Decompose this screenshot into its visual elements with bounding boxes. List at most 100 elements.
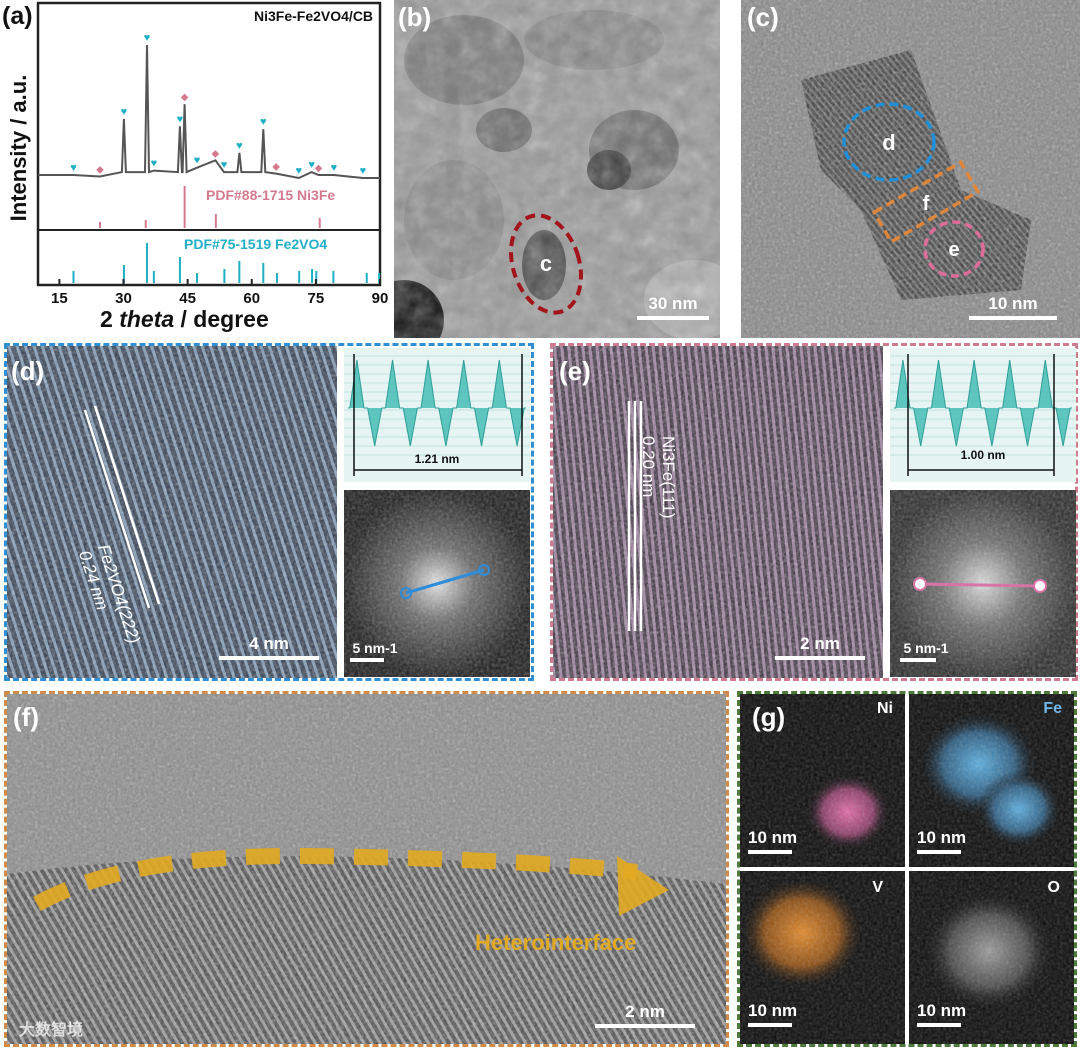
- panel-f-scale-bar: [595, 1024, 695, 1028]
- map-ni-element: Ni: [877, 700, 893, 717]
- panel-a-xrd-chart: ♥ ♥ ♥ ♥ ♥ ♥ ♥ ♥ ♥ ♥ ♥ ♥ ♥ ◆ ◆ ◆ ◆ ◆ 15 30 45 60 75 90 (a) Ni3F…: [0, 0, 388, 338]
- xrd-plot-frame: [36, 1, 382, 287]
- map-fe-element: Fe: [1043, 700, 1062, 717]
- profile-e-measure: 1.00 nm: [890, 448, 1076, 462]
- panel-d-profile: 1.21 nm: [344, 348, 530, 482]
- xrd-ylabel: Intensity / a.u.: [6, 63, 32, 233]
- xrd-x-tick-label: 60: [243, 290, 260, 307]
- fe2vo4-peak-marker: ♥: [296, 165, 303, 177]
- region-d-ellipse: [842, 102, 936, 182]
- xrd-title: Ni3Fe-Fe2VO4/CB: [254, 8, 373, 24]
- profile-e-label: 1.00 nm: [960, 448, 1006, 462]
- panel-b-scale-bar: [637, 316, 709, 320]
- panel-e-profile: 1.00 nm: [890, 348, 1076, 482]
- watermark: 大数智境: [19, 1016, 83, 1040]
- fft-e-scale-bar: [900, 658, 936, 662]
- map-ni-scale-bar: [748, 850, 792, 854]
- panel-c-label: (c): [747, 2, 779, 32]
- panel-d-fft: 5 nm-1: [344, 490, 530, 677]
- fe2vo4-peak-marker: ♥: [360, 165, 367, 177]
- map-ni-scale-text: 10 nm: [748, 828, 798, 847]
- panel-f-frame: [4, 691, 729, 1047]
- region-e-label: e: [948, 239, 959, 261]
- map-v-scalebar: 10 nm: [748, 1001, 808, 1027]
- map-v: V 10 nm: [740, 871, 905, 1044]
- fe2vo4-peak-marker: ♥: [144, 32, 151, 44]
- panel-c-scale-text: 10 nm: [988, 294, 1038, 313]
- panel-e-label: (e): [559, 356, 591, 386]
- fe2vo4-peak-marker: ♥: [331, 162, 338, 174]
- profile-curve: [894, 359, 1072, 447]
- map-v-image: [740, 871, 905, 1044]
- profile-d-svg: [344, 354, 530, 476]
- panel-e-scalebar: 2 nm: [775, 634, 865, 660]
- map-v-scale-text: 10 nm: [748, 1001, 798, 1020]
- panel-e-scale-text: 2 nm: [800, 634, 840, 653]
- map-o-scale-text: 10 nm: [917, 1001, 967, 1020]
- xrd-x-tick-label: 75: [308, 290, 325, 307]
- region-f-box: [871, 159, 981, 245]
- xrd-title-text: Ni3Fe-Fe2VO4/CB: [254, 8, 374, 24]
- xrd-x-tick-label: 90: [372, 290, 388, 307]
- xrd-ref2-text: PDF#75-1519 Fe2VO4: [184, 236, 328, 252]
- map-ni-scalebar: 10 nm: [748, 828, 808, 854]
- xrd-x-tick-label: 30: [115, 290, 132, 307]
- region-c-label: c: [540, 251, 552, 276]
- panel-e-annot-line2: 0.20 nm: [639, 436, 658, 498]
- fe2vo4-peak-marker: ♥: [177, 113, 184, 125]
- ni3fe-peak-marker: ◆: [181, 92, 189, 103]
- region-f-label: f: [923, 193, 930, 215]
- panel-c-scale-bar: [969, 316, 1057, 320]
- watermark-text: 大数智境: [19, 1022, 84, 1039]
- panel-g-maps: Ni 10 nm Fe 10 nm V 10 nm: [740, 694, 1074, 1044]
- map-fe-image: [909, 694, 1074, 867]
- panel-f-scalebar: 2 nm: [595, 1002, 695, 1028]
- fft-e-image: [890, 490, 1076, 677]
- map-v-scale-bar: [748, 1023, 792, 1027]
- map-o-scale-bar: [917, 1023, 961, 1027]
- fe2vo4-peak-marker: ♥: [221, 159, 228, 171]
- panel-c-image: d f e: [741, 0, 1080, 338]
- xrd-ref1-label: PDF#88-1715 Ni3Fe: [206, 187, 335, 203]
- panel-e-frame: [550, 343, 1078, 681]
- xrd-x-tick-label: 15: [51, 290, 68, 307]
- panel-b-label: (b): [398, 2, 432, 32]
- region-d-label: d: [882, 130, 895, 155]
- panel-c-hrtem-image: d f e (c) 10 nm: [741, 0, 1080, 338]
- heterointerface-arrowhead: [617, 856, 669, 916]
- panel-a-label: (a): [2, 2, 33, 30]
- panel-e-image: [553, 346, 883, 678]
- map-o: O 10 nm: [909, 871, 1074, 1044]
- panel-d-hrtem: Fe2VO4(222) 0.24 nm (d) 4 nm: [7, 346, 337, 678]
- fft-d-image: [344, 490, 530, 677]
- map-o-image: [909, 871, 1074, 1044]
- heterointerface-text: Heterointerface: [475, 930, 637, 955]
- xrd-ylabel-text: Intensity / a.u.: [6, 74, 31, 222]
- xrd-chart-svg: ♥♥♥♥♥♥ ♥♥♥♥ ♥ ♥ ♥◆◆◆◆ ◆ 15 30 45 60 75 90: [36, 1, 388, 307]
- xrd-xlabel-suffix: / degree: [174, 306, 269, 332]
- panel-b-image: c: [394, 0, 720, 338]
- panel-f-label: (f): [13, 702, 39, 732]
- ni3fe-peak-marker: ◆: [272, 162, 280, 173]
- fft-d-scalebar: 5 nm-1: [350, 640, 400, 662]
- panel-b-scale-text: 30 nm: [648, 294, 698, 313]
- panel-g-frame: [737, 691, 1077, 1047]
- map-fe-scalebar: 10 nm: [917, 828, 977, 854]
- xrd-x-tick-label: 45: [179, 290, 196, 307]
- panel-e-annot-line1: Ni3Fe(111): [659, 436, 678, 519]
- heterointerface-label: Heterointerface: [475, 930, 636, 956]
- xrd-ref2-label: PDF#75-1519 Fe2VO4: [184, 236, 327, 252]
- panel-d-scale-text: 4 nm: [249, 634, 289, 653]
- fe2vo4-peak-marker: ♥: [121, 106, 128, 118]
- panel-c-scalebar: 10 nm: [969, 294, 1057, 320]
- panel-d-frame: [4, 343, 534, 681]
- panel-e-scale-bar: [775, 656, 865, 660]
- panel-f-image: [7, 694, 726, 1044]
- fft-d-scale-bar: [350, 658, 384, 662]
- map-fe-scale-bar: [917, 850, 961, 854]
- ni3fe-peak-marker: ◆: [96, 165, 104, 176]
- map-v-element: V: [872, 879, 883, 896]
- map-o-element: O: [1047, 879, 1060, 896]
- fe2vo4-peak-marker: ♥: [236, 140, 243, 152]
- fft-e-line: [919, 582, 1041, 588]
